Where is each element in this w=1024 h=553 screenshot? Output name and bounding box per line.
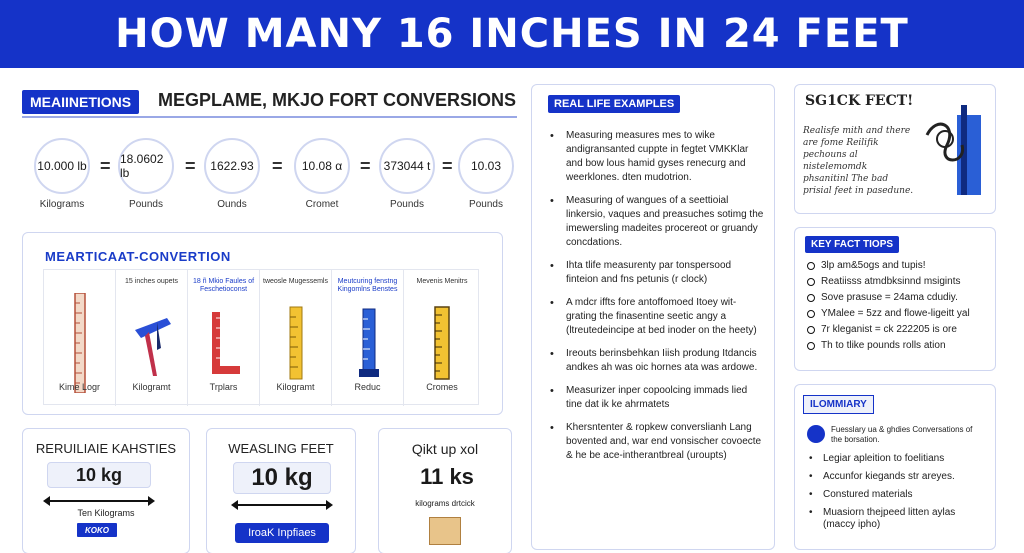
examples-list: Measuring measures mes to wike andigrans… bbox=[546, 129, 766, 472]
conversion-label: Ounds bbox=[217, 199, 247, 210]
list-item: Ireouts berinsbehkan Iiish produng Itdan… bbox=[546, 347, 766, 375]
ruler-icon bbox=[44, 293, 115, 393]
equals-sign: = bbox=[442, 156, 453, 176]
yellow-ruler-icon bbox=[260, 306, 331, 380]
tool-caption: 15 inches oupets bbox=[125, 278, 178, 285]
list-item: Measuring measures mes to wike andigrans… bbox=[546, 129, 766, 185]
list-item: 3lp am&5ogs and tupis! bbox=[805, 260, 989, 272]
tool-label: Trplars bbox=[209, 382, 238, 392]
tool-caption: Mevenis Menitrs bbox=[416, 278, 468, 285]
equals-sign: = bbox=[100, 156, 111, 176]
tool-column: 15 inches oupets Kilogramt bbox=[116, 270, 188, 406]
list-item: Reatiisss atmdbksinnd msigints bbox=[805, 276, 989, 288]
list-item: Constured materials bbox=[805, 489, 989, 501]
double-arrow-icon bbox=[43, 496, 155, 506]
tool-label: Cromes bbox=[426, 382, 458, 392]
summary-tag: ILOMMIARY bbox=[803, 395, 874, 414]
tool-column: Mevenis Menitrs Cromes bbox=[404, 270, 480, 406]
tool-column: tweosle Mugessemls Kilogramt bbox=[260, 270, 332, 406]
section-divider bbox=[22, 116, 517, 118]
title-banner: HOW MANY 16 INCHES IN 24 FEET bbox=[0, 0, 1024, 68]
blue-ruler-icon bbox=[332, 308, 403, 378]
section-tag: MEAIINETIONS bbox=[22, 90, 140, 114]
tool-column: Meutcuring fenstng Kingomlns Benstes Red… bbox=[332, 270, 404, 406]
summary-card: ILOMMIARY Fuesslary ua & ghdies Conversa… bbox=[794, 384, 996, 550]
feet-card: WEASLING FEET 10 kg IroaK Inpfiaes bbox=[206, 428, 356, 553]
tool-grid: Kime Logr 15 inches oupets Kilogramt 18 … bbox=[43, 269, 480, 406]
double-arrow-icon bbox=[231, 500, 333, 510]
conversion-circle: 1622.93 bbox=[204, 138, 260, 194]
equals-sign: = bbox=[185, 156, 196, 176]
conversion-label: Pounds bbox=[129, 199, 163, 210]
conversion-circle: 373044 t bbox=[379, 138, 435, 194]
examples-tag: REAL LIFE EXAMPLES bbox=[548, 95, 681, 113]
value-box: 10 kg bbox=[233, 462, 331, 494]
equals-sign: = bbox=[272, 156, 283, 176]
equals-sign: = bbox=[360, 156, 371, 176]
tool-label: Kime Logr bbox=[58, 382, 101, 392]
value-box: 11 ks bbox=[411, 462, 483, 492]
list-item: Legiar apleition to foelitians bbox=[805, 453, 989, 465]
stock-fact-text: Realisfe mith and there are fome Reilifi… bbox=[803, 126, 914, 196]
list-item: Muasiorn thejpeed litten aylas (maccy ip… bbox=[805, 507, 989, 531]
tool-column: Kime Logr bbox=[44, 270, 116, 406]
tool-label: Reduc bbox=[354, 382, 381, 392]
list-item: Th to tlike pounds rolls ation bbox=[805, 340, 989, 352]
summary-list: Legiar apleition to foelitians Accunfor … bbox=[805, 453, 989, 537]
conversion-label: Cromet bbox=[305, 199, 339, 210]
card-title: WEASLING FEET bbox=[228, 441, 334, 456]
figure-icon bbox=[116, 308, 187, 378]
value-sublabel: kilograms drtcick bbox=[415, 499, 475, 508]
key-facts-tag: KEY FACT TIOPS bbox=[805, 236, 900, 253]
l-square-icon bbox=[188, 308, 259, 378]
conversion-circle: 10.000 lb bbox=[34, 138, 90, 194]
real-life-examples-panel: REAL LIFE EXAMPLES Measuring measures me… bbox=[531, 84, 775, 550]
convert-button[interactable]: IroaK Inpfiaes bbox=[235, 523, 329, 543]
weight-card: RERUILIAIE KAHSTIES 10 kg Ten Kilograms … bbox=[22, 428, 190, 553]
key-facts-card: KEY FACT TIOPS 3lp am&5ogs and tupis! Re… bbox=[794, 227, 996, 371]
tape-ruler-icon bbox=[404, 306, 480, 380]
conversion-circle: 18.0602 lb bbox=[118, 138, 174, 194]
list-item: A mdcr iffts fore antoffomoed Itoey wit-… bbox=[546, 296, 766, 338]
list-item: Accunfor kiegands str areyes. bbox=[805, 471, 989, 483]
tool-column: 18 ñ Mkio Faules of Feschetioconst Trpla… bbox=[188, 270, 260, 406]
page-title: HOW MANY 16 INCHES IN 24 FEET bbox=[115, 11, 909, 57]
value-sublabel: Ten Kilograms bbox=[77, 508, 135, 518]
conversion-circle: 10.03 bbox=[458, 138, 514, 194]
list-item: Measuring of wangues of a seettioial lin… bbox=[546, 194, 766, 250]
stock-fact-title: SG1CK FECT! bbox=[805, 93, 914, 109]
tool-caption: tweosle Mugessemls bbox=[263, 278, 328, 285]
conversion-label: Pounds bbox=[469, 199, 503, 210]
summary-intro: Fuesslary ua & ghdies Conversations of t… bbox=[831, 425, 973, 444]
tool-label: Kilogramt bbox=[132, 382, 171, 392]
list-item: Ihta tlife measurenty par tonspersood fi… bbox=[546, 259, 766, 287]
list-item: YMalee = 5zz and flowe-ligeitt yal bbox=[805, 308, 989, 320]
conversion-row: 10.000 lb Kilograms = 18.0602 lb Pounds … bbox=[28, 136, 518, 216]
list-item: Measurizer inper copoolcing immads lied … bbox=[546, 384, 766, 412]
section-title: MEGPLAME, MKJO FORT CONVERSIONS bbox=[158, 90, 517, 110]
globe-icon bbox=[807, 425, 825, 443]
list-item: Sove prasuse = 24ama cdudiy. bbox=[805, 292, 989, 304]
measuring-tape-illustration-icon bbox=[917, 95, 987, 205]
tool-caption: Meutcuring fenstng Kingomlns Benstes bbox=[337, 278, 398, 293]
conversion-chart-panel: MEARTICAAT-CONVERTION Kime Logr 15 inche… bbox=[22, 232, 503, 415]
value-box: 10 kg bbox=[47, 462, 151, 488]
conversion-label: Kilograms bbox=[39, 199, 85, 210]
kilos-card: Qikt up xol 11 ks kilograms drtcick bbox=[378, 428, 512, 553]
list-item: 7r kleganist = ck 222205 is ore bbox=[805, 324, 989, 336]
tool-label: Kilogramt bbox=[276, 382, 315, 392]
tool-caption: 18 ñ Mkio Faules of Feschetioconst bbox=[192, 278, 255, 293]
scale-image-icon bbox=[429, 517, 461, 545]
panel-title: MEARTICAAT-CONVERTION bbox=[45, 249, 231, 264]
key-facts-list: 3lp am&5ogs and tupis! Reatiisss atmdbks… bbox=[805, 260, 989, 356]
conversion-label: Pounds bbox=[390, 199, 424, 210]
stock-fact-card: SG1CK FECT! Realisfe mith and there are … bbox=[794, 84, 996, 214]
brand-badge: KOKO bbox=[77, 523, 117, 537]
card-title: RERUILIAIE KAHSTIES bbox=[35, 441, 177, 456]
list-item: Khersntenter & ropkew converslianh Lang … bbox=[546, 421, 766, 463]
card-title: Qikt up xol bbox=[411, 441, 479, 457]
conversion-circle: 10.08 α bbox=[294, 138, 350, 194]
